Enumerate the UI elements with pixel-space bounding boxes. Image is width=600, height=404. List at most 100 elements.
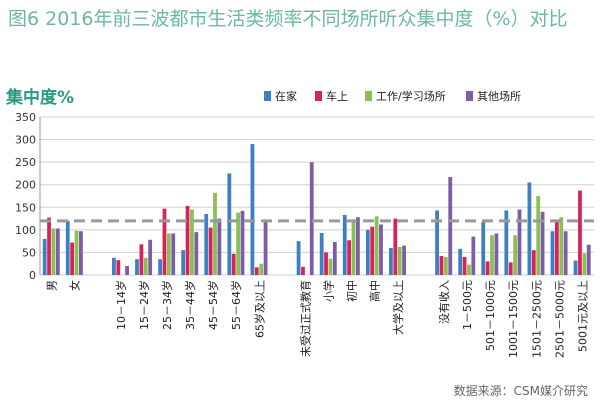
bar: [578, 190, 582, 275]
bar: [259, 263, 264, 275]
legend-label: 车上: [326, 89, 348, 103]
x-tick-label: 65岁及以上: [252, 280, 266, 338]
bar: [194, 232, 199, 275]
bar: [393, 218, 398, 275]
y-tick-label: 100: [15, 224, 36, 237]
x-tick-label: 5001元及以上: [576, 280, 589, 352]
bar: [319, 233, 324, 275]
bar: [227, 173, 232, 275]
bar: [79, 231, 83, 275]
bar: [351, 219, 356, 275]
y-axis-label: 集中度%: [5, 87, 74, 108]
bar: [55, 228, 60, 275]
bar: [379, 224, 383, 275]
bar: [296, 241, 301, 275]
bar: [554, 221, 559, 275]
bar: [112, 257, 116, 275]
bar: [365, 229, 370, 275]
bar: [332, 242, 337, 275]
bar: [467, 264, 471, 275]
bar: [139, 244, 144, 275]
x-tick-label: 女: [68, 280, 82, 291]
bar: [550, 231, 555, 275]
x-tick-label: 初中: [345, 280, 359, 302]
legend-swatch: [365, 91, 372, 101]
bar: [263, 219, 268, 275]
bar: [324, 252, 328, 275]
bar: [217, 218, 222, 275]
bar: [204, 214, 209, 275]
bar: [347, 240, 352, 275]
bar: [148, 239, 153, 275]
bar: [185, 205, 190, 275]
bar: [389, 247, 393, 275]
x-tick-label: 2501－5000元: [553, 280, 566, 358]
bar: [504, 210, 509, 275]
y-axis-ticks: 0 50 100 150 200 250 300 350: [15, 111, 41, 282]
bars: [42, 144, 591, 275]
bar: [527, 182, 532, 275]
bar: [402, 245, 406, 275]
bar: [213, 192, 217, 275]
bar: [181, 250, 186, 275]
bar: [481, 222, 486, 275]
bar: [342, 214, 347, 275]
bar: [125, 265, 129, 275]
bar: [143, 257, 148, 275]
bar: [494, 233, 499, 275]
bar: [471, 236, 476, 275]
bar: [309, 162, 314, 275]
bar: [563, 231, 568, 275]
bar: [374, 216, 379, 275]
bar: [250, 144, 255, 275]
bar: [458, 248, 463, 275]
bar: [582, 253, 587, 275]
bar: [397, 247, 402, 275]
bar: [559, 217, 564, 275]
x-tick-label: 501－1000元: [484, 280, 497, 351]
x-tick-label: 55－64岁: [229, 280, 243, 330]
y-tick-label: 250: [15, 156, 36, 169]
x-tick-label: 15－24岁: [137, 280, 151, 330]
x-tick-label: 10－14岁: [114, 280, 128, 330]
figure-title: 图6 2016年前三波都市生活类频率不同场所听众集中度（%）对比: [8, 8, 568, 30]
gridlines: [40, 116, 594, 276]
bar: [531, 250, 536, 275]
bar: [231, 253, 236, 275]
bar: [171, 233, 176, 275]
bar: [536, 196, 541, 275]
bar: [508, 262, 513, 275]
legend-label: 其他场所: [477, 89, 521, 103]
bar: [490, 235, 494, 275]
bar: [116, 260, 121, 275]
bar: [513, 235, 517, 275]
bar: [51, 228, 56, 275]
x-tick-label: 没有收入: [437, 280, 451, 324]
legend-label: 在家: [275, 89, 297, 103]
bar: [166, 233, 171, 275]
bar: [65, 220, 70, 275]
y-tick-label: 150: [15, 201, 36, 214]
x-tick-label: 未受过正式教育: [298, 280, 312, 357]
legend-swatch: [466, 91, 473, 101]
y-tick-label: 200: [15, 179, 36, 192]
bar: [254, 267, 259, 275]
bar: [208, 227, 213, 275]
legend-swatch: [264, 91, 271, 101]
bar: [301, 266, 305, 275]
x-tick-label: 1501－2500元: [530, 280, 543, 358]
source-note: 数据来源：CSM媒介研究: [453, 384, 588, 398]
x-tick-label: 小学: [322, 280, 336, 302]
bar: [586, 244, 591, 275]
x-axis-labels: 男女 10－14岁 15－24岁 25－34岁 35－44岁 45－54岁 55－64岁 65…: [46, 280, 590, 358]
bar: [356, 217, 360, 275]
bar: [162, 208, 167, 275]
bar: [443, 256, 448, 275]
x-tick-label: 45－54岁: [206, 280, 220, 330]
bar: [328, 258, 333, 275]
x-tick-label: 1001－1500元: [507, 280, 520, 358]
bar: [370, 226, 375, 275]
bar: [190, 209, 194, 275]
x-tick-label: 25－34岁: [160, 280, 174, 330]
bar: [517, 209, 522, 275]
